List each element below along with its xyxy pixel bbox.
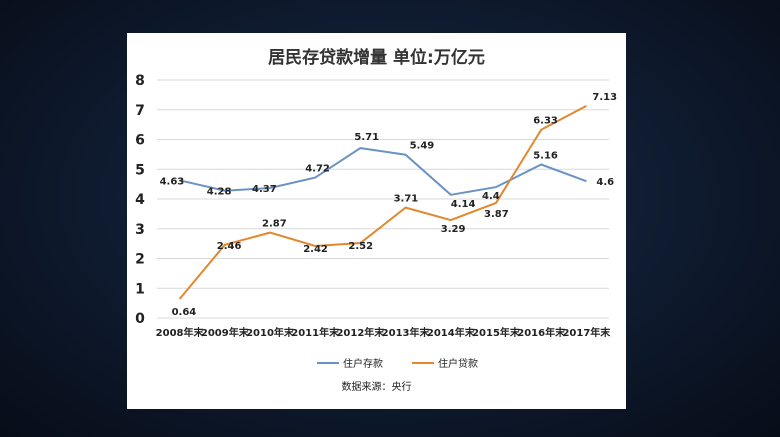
data-label: 4.28 <box>207 187 232 198</box>
y-tick-label: 7 <box>135 103 145 119</box>
data-label: 2.42 <box>303 244 328 255</box>
data-label: 6.33 <box>533 116 558 127</box>
data-label: 2.46 <box>217 241 242 252</box>
x-tick-label: 2014年末 <box>427 326 476 339</box>
y-tick-label: 1 <box>135 281 145 297</box>
chart-title: 居民存贷款增量 单位:万亿元 <box>268 48 485 68</box>
y-tick-label: 3 <box>135 222 145 238</box>
data-label: 4.4 <box>482 191 500 202</box>
legend-label: 住户贷款 <box>438 357 478 370</box>
x-tick-label: 2017年末 <box>562 326 611 339</box>
x-tick-label: 2016年末 <box>517 326 566 339</box>
data-label: 0.64 <box>172 307 197 318</box>
series-line-2 <box>178 105 587 300</box>
data-label: 2.52 <box>348 241 373 252</box>
y-tick-label: 2 <box>135 252 145 268</box>
series-line-1 <box>179 147 587 196</box>
data-label: 5.49 <box>410 141 435 152</box>
x-tick-label: 2010年末 <box>246 326 295 339</box>
data-label: 5.71 <box>354 132 379 143</box>
data-label: 7.13 <box>592 92 617 103</box>
data-label: 3.29 <box>441 224 466 235</box>
chart-panel: 居民存贷款增量 单位:万亿元 0 1 2 3 4 5 6 7 8 2008年末 2009年末 2010… <box>127 33 626 409</box>
data-label: 4.6 <box>596 177 614 188</box>
data-source: 数据来源：央行 <box>341 382 412 393</box>
y-tick-label: 8 <box>135 73 145 89</box>
data-label: 4.37 <box>252 184 277 195</box>
y-tick-label: 0 <box>135 311 145 327</box>
y-tick-label: 5 <box>135 162 145 178</box>
line-chart: 0123456782008年末2009年末2010年末2011年末2012年末2… <box>135 73 617 370</box>
x-tick-label: 2012年末 <box>336 326 385 339</box>
legend-label: 住户存款 <box>343 357 383 370</box>
data-label: 3.71 <box>394 194 419 205</box>
x-tick-label: 2013年末 <box>382 326 431 339</box>
x-tick-label: 2015年末 <box>472 326 521 339</box>
data-label: 3.87 <box>484 209 509 220</box>
y-tick-label: 4 <box>135 192 145 208</box>
data-label: 4.72 <box>305 164 330 175</box>
x-tick-label: 2008年末 <box>156 326 205 339</box>
data-label: 2.87 <box>262 219 287 230</box>
data-label: 5.16 <box>533 150 558 161</box>
x-tick-label: 2009年末 <box>201 326 250 339</box>
y-tick-label: 6 <box>135 133 145 149</box>
data-label: 4.63 <box>160 176 185 187</box>
x-tick-label: 2011年末 <box>291 326 340 339</box>
data-label: 4.14 <box>451 199 476 210</box>
